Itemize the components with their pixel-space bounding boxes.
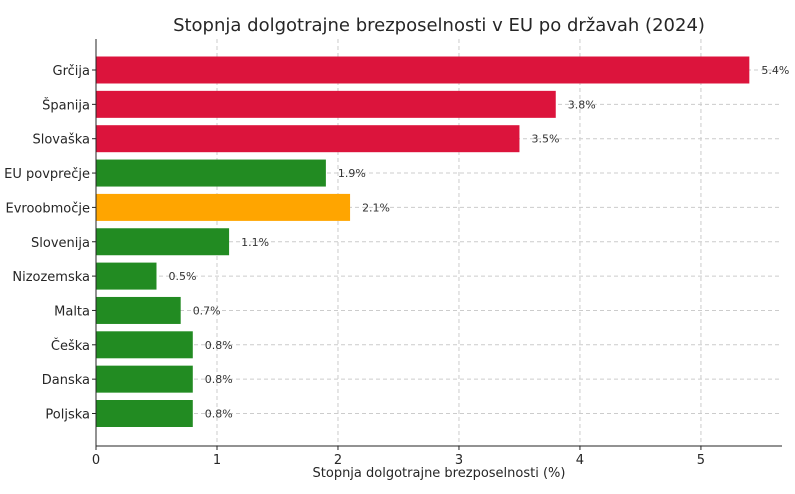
data-label: 0.8%	[205, 408, 233, 421]
data-label: 0.8%	[205, 373, 233, 386]
category-label: Evroobmočje	[6, 201, 91, 216]
data-label: 1.9%	[338, 167, 366, 180]
category-label: Nizozemska	[12, 270, 90, 285]
bars	[96, 56, 750, 427]
bar	[96, 262, 157, 290]
bar	[96, 400, 193, 427]
data-label: 3.5%	[531, 133, 559, 146]
category-label: Španija	[42, 97, 90, 113]
bar	[96, 159, 326, 187]
category-label: Slovaška	[32, 133, 90, 148]
category-label: EU povprečje	[4, 167, 90, 182]
bar	[96, 228, 230, 256]
category-label: Poljska	[45, 408, 90, 423]
x-tick-label: 0	[92, 453, 100, 468]
x-tick-label: 4	[576, 453, 584, 468]
category-label: Malta	[54, 304, 90, 319]
bar	[96, 90, 556, 118]
x-tick-label: 1	[213, 453, 221, 468]
category-label: Danska	[42, 373, 90, 388]
data-label: 0.5%	[168, 270, 196, 283]
bar	[96, 296, 181, 324]
data-label: 1.1%	[241, 236, 269, 249]
category-labels: Grčija Španija Slovaška EU povprečje Evroobm…	[4, 64, 90, 423]
bar	[96, 365, 193, 393]
chart-title: Stopnja dolgotrajne brezposelnosti v EU …	[173, 15, 705, 36]
bar	[96, 331, 193, 359]
category-label: Grčija	[53, 64, 90, 79]
x-axis-label: Stopnja dolgotrajne brezposelnosti (%)	[313, 466, 566, 481]
axes	[95, 39, 782, 447]
data-label: 2.1%	[362, 201, 390, 214]
data-label: 0.7%	[193, 304, 221, 317]
data-label: 0.8%	[205, 339, 233, 352]
data-labels: 5.4% 3.8% 3.5% 1.9% 2.1% 1.1% 0.5% 0.7% 0.8% 0.8%…	[168, 64, 789, 421]
data-label: 3.8%	[568, 98, 596, 111]
bar	[96, 56, 750, 84]
x-tick-label: 2	[334, 453, 342, 468]
x-ticks: 0 1 2 3 4 5	[92, 69, 705, 468]
x-tick-label: 5	[697, 453, 705, 468]
bar	[96, 193, 351, 221]
data-label: 5.4%	[761, 64, 789, 77]
category-label: Češka	[51, 338, 90, 354]
bar	[96, 125, 520, 153]
category-label: Slovenija	[31, 236, 90, 251]
x-tick-label: 3	[455, 453, 463, 468]
